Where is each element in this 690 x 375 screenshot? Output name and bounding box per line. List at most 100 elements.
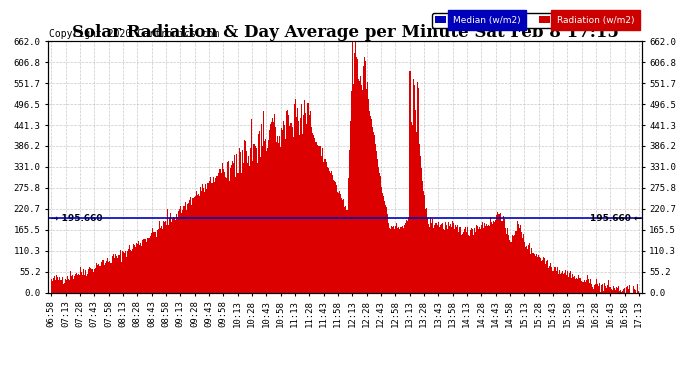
- Bar: [106, 261, 107, 292]
- Bar: [590, 279, 591, 292]
- Bar: [424, 195, 425, 292]
- Bar: [558, 274, 559, 292]
- Bar: [57, 277, 59, 292]
- Bar: [513, 236, 514, 292]
- Bar: [132, 249, 133, 292]
- Bar: [164, 222, 166, 292]
- Bar: [501, 221, 502, 292]
- Bar: [101, 262, 102, 292]
- Bar: [297, 108, 298, 292]
- Bar: [348, 178, 349, 292]
- Bar: [390, 229, 391, 292]
- Bar: [412, 124, 413, 292]
- Bar: [234, 155, 235, 292]
- Bar: [248, 156, 250, 292]
- Bar: [322, 148, 323, 292]
- Bar: [419, 144, 420, 292]
- Bar: [192, 198, 193, 292]
- Bar: [440, 224, 442, 292]
- Bar: [451, 227, 452, 292]
- Bar: [543, 257, 544, 292]
- Bar: [111, 263, 112, 292]
- Bar: [529, 243, 531, 292]
- Bar: [70, 272, 71, 292]
- Bar: [546, 260, 548, 292]
- Bar: [399, 226, 400, 292]
- Bar: [107, 258, 108, 292]
- Bar: [457, 232, 459, 292]
- Bar: [638, 291, 640, 292]
- Bar: [233, 163, 234, 292]
- Title: Solar Radiation & Day Average per Minute Sat Feb 8 17:15: Solar Radiation & Day Average per Minute…: [72, 24, 618, 41]
- Bar: [335, 182, 337, 292]
- Bar: [554, 267, 555, 292]
- Bar: [467, 226, 469, 292]
- Bar: [188, 203, 189, 292]
- Bar: [387, 214, 388, 292]
- Bar: [579, 278, 580, 292]
- Bar: [494, 222, 495, 292]
- Bar: [411, 122, 412, 292]
- Bar: [456, 227, 457, 292]
- Bar: [328, 171, 330, 292]
- Bar: [629, 285, 630, 292]
- Bar: [278, 143, 279, 292]
- Bar: [496, 215, 497, 292]
- Bar: [220, 169, 221, 292]
- Bar: [126, 257, 127, 292]
- Bar: [364, 57, 365, 292]
- Bar: [183, 206, 184, 292]
- Bar: [203, 188, 204, 292]
- Bar: [341, 198, 342, 292]
- Bar: [493, 221, 494, 292]
- Bar: [495, 220, 496, 292]
- Bar: [586, 275, 588, 292]
- Bar: [447, 229, 448, 292]
- Bar: [503, 216, 504, 292]
- Bar: [69, 280, 70, 292]
- Bar: [235, 177, 236, 292]
- Bar: [358, 80, 359, 292]
- Bar: [569, 271, 571, 292]
- Bar: [169, 218, 170, 292]
- Bar: [95, 268, 96, 292]
- Bar: [479, 228, 480, 292]
- Bar: [535, 256, 536, 292]
- Bar: [541, 261, 542, 292]
- Bar: [512, 235, 513, 292]
- Bar: [324, 159, 325, 292]
- Bar: [504, 228, 506, 292]
- Bar: [99, 266, 100, 292]
- Bar: [628, 289, 629, 292]
- Bar: [189, 200, 190, 292]
- Bar: [159, 228, 161, 292]
- Bar: [318, 146, 319, 292]
- Bar: [122, 251, 124, 292]
- Bar: [539, 256, 540, 292]
- Bar: [170, 213, 171, 292]
- Bar: [389, 228, 390, 292]
- Bar: [152, 228, 153, 292]
- Bar: [624, 288, 625, 292]
- Bar: [260, 158, 261, 292]
- Bar: [518, 224, 519, 292]
- Bar: [214, 182, 215, 292]
- Bar: [127, 251, 128, 292]
- Bar: [465, 227, 466, 292]
- Bar: [55, 280, 57, 292]
- Bar: [448, 222, 449, 292]
- Bar: [482, 228, 484, 292]
- Bar: [238, 173, 239, 292]
- Bar: [204, 186, 206, 292]
- Bar: [537, 257, 538, 292]
- Bar: [462, 237, 464, 292]
- Bar: [427, 218, 428, 292]
- Bar: [105, 263, 106, 292]
- Bar: [253, 144, 254, 292]
- Bar: [620, 290, 621, 292]
- Bar: [560, 274, 561, 292]
- Bar: [536, 254, 537, 292]
- Bar: [128, 249, 129, 292]
- Bar: [516, 231, 517, 292]
- Bar: [141, 246, 142, 292]
